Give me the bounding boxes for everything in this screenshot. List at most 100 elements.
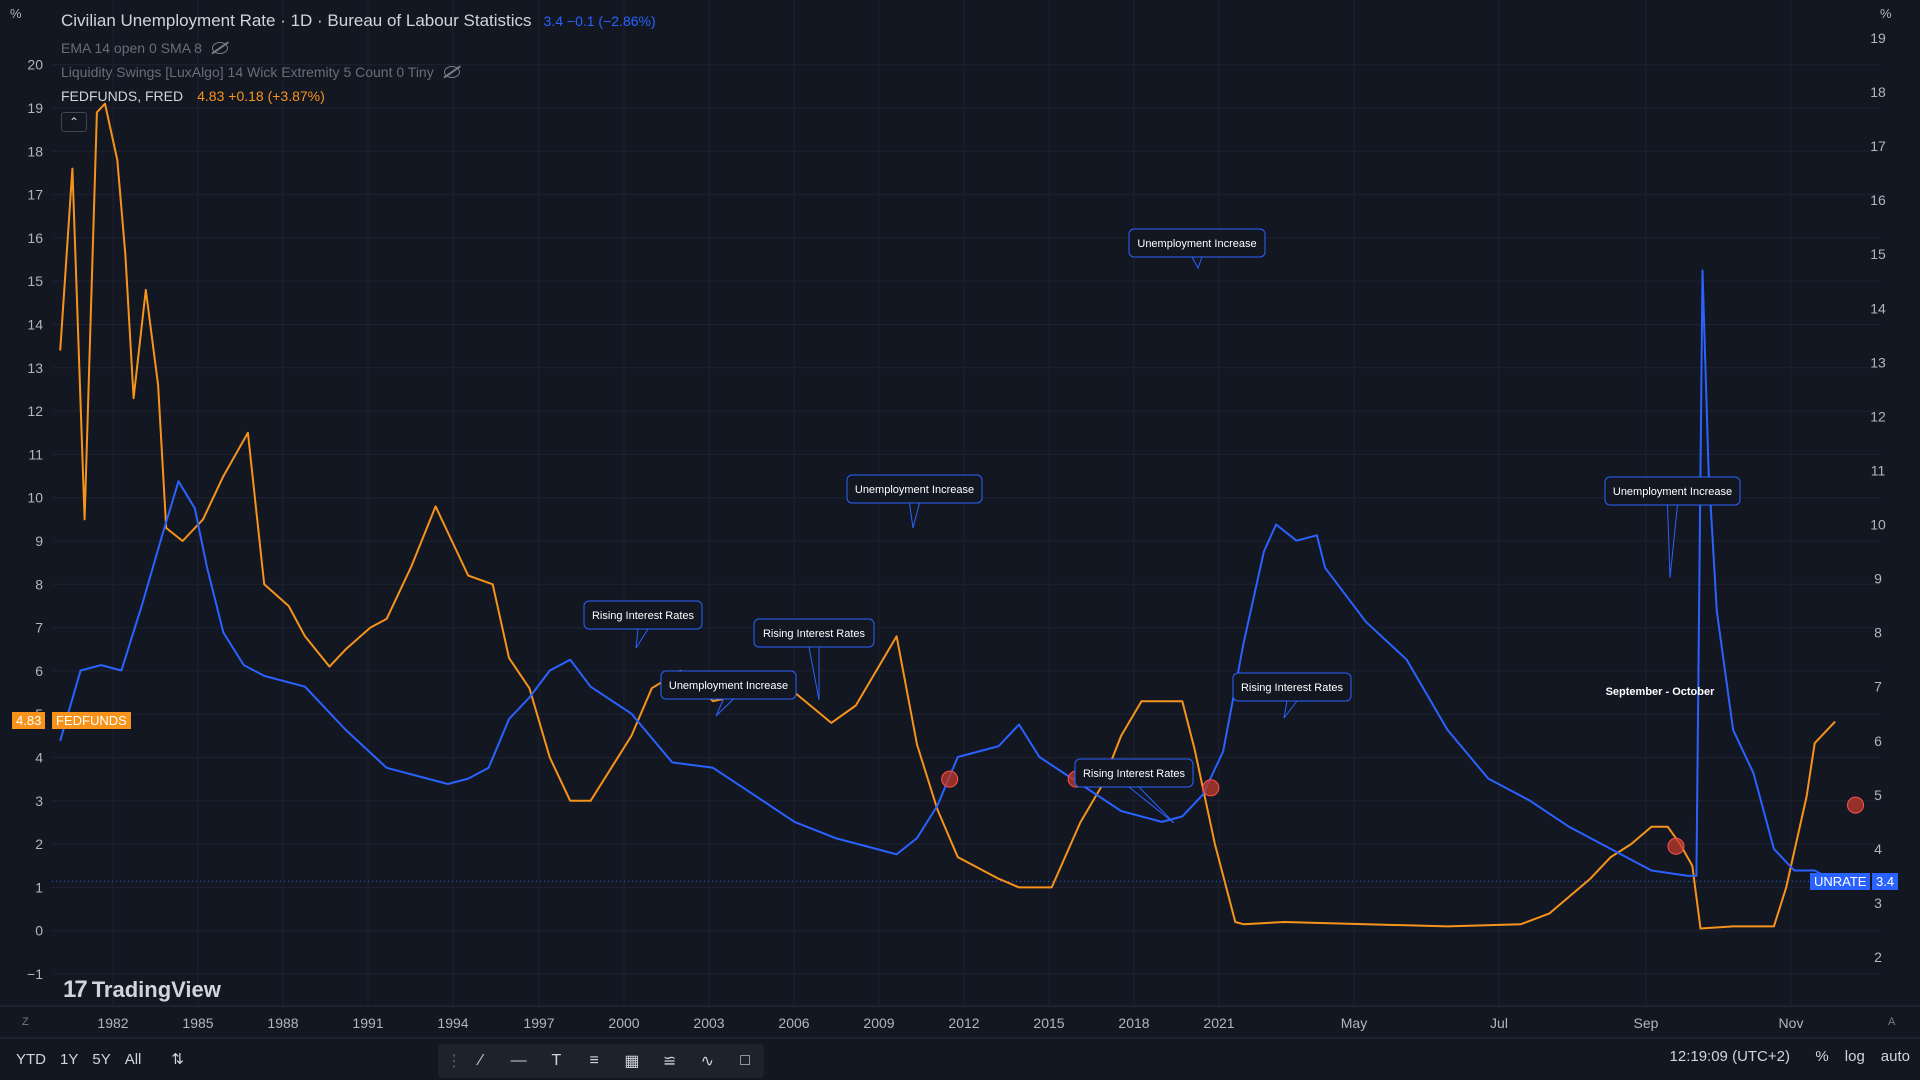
callout-pointer bbox=[1191, 256, 1203, 270]
right-tick-label: 11 bbox=[1871, 462, 1886, 478]
callout-label: Rising Interest Rates bbox=[763, 628, 866, 640]
left-tick-label: 11 bbox=[28, 446, 43, 462]
callout-box bbox=[753, 618, 875, 648]
fedfunds-label: FEDFUNDS, FRED bbox=[61, 88, 184, 104]
eye-hidden-icon[interactable] bbox=[443, 66, 460, 78]
range-1y-button[interactable]: 1Y bbox=[60, 1050, 79, 1068]
right-axis-unit: % bbox=[1880, 6, 1892, 21]
left-tick-label: 15 bbox=[27, 273, 43, 289]
callout-pointer bbox=[808, 646, 820, 701]
left-tick-label: 0 bbox=[35, 923, 43, 939]
fedfunds-name-tag: FEDFUNDS bbox=[52, 712, 131, 729]
unrate-name: UNRATE bbox=[1814, 874, 1867, 889]
auto-scale-button[interactable]: A bbox=[1888, 1016, 1896, 1028]
unrate-name-tag: UNRATE bbox=[1810, 873, 1871, 890]
callout-label: Rising Interest Rates bbox=[592, 610, 695, 622]
left-tick-label: 4 bbox=[35, 750, 43, 766]
time-axis[interactable]: 1982 1985 1988 1991 1994 1997 2000 2003 2006 2009… bbox=[97, 1015, 1803, 1031]
left-tick-label: 7 bbox=[35, 620, 43, 636]
time-tick-label: 2018 bbox=[1118, 1015, 1149, 1031]
chart-legend: Civilian Unemployment Rate · 1D · Bureau… bbox=[61, 6, 656, 132]
text-icon[interactable]: T bbox=[551, 1052, 562, 1069]
horizontal-ray-icon[interactable]: — bbox=[510, 1052, 527, 1069]
brand-name: TradingView bbox=[91, 977, 221, 1002]
callout-box bbox=[1232, 672, 1352, 702]
left-tick-label: 18 bbox=[27, 143, 43, 159]
time-tick-label: 2021 bbox=[1203, 1015, 1234, 1031]
compare-icon[interactable]: ⇅ bbox=[171, 1051, 184, 1068]
ema-legend[interactable]: EMA 14 open 0 SMA 8 bbox=[61, 36, 656, 60]
callouts: Rising Interest Rates Unemployment Increa… bbox=[583, 228, 1741, 824]
callout-box bbox=[846, 474, 983, 504]
right-tick-label: 3 bbox=[1874, 895, 1882, 911]
comment-icon[interactable]: □ bbox=[740, 1052, 750, 1069]
zoom-reset-left-button[interactable]: Z bbox=[22, 1016, 29, 1028]
left-axis[interactable]: 20191817161514131211109876543210−1 bbox=[27, 57, 43, 982]
log-scale-button[interactable]: log bbox=[1844, 1048, 1865, 1065]
callout-label: Unemployment Increase bbox=[669, 680, 788, 692]
eye-hidden-icon[interactable] bbox=[211, 42, 228, 54]
range-ytd-button[interactable]: YTD bbox=[16, 1050, 46, 1068]
time-tick-label: 2006 bbox=[778, 1015, 809, 1031]
signal-marker bbox=[1667, 837, 1685, 855]
tradingview-mark-icon: 17 bbox=[63, 976, 88, 1003]
left-tick-label: 10 bbox=[27, 490, 43, 506]
right-tick-label: 12 bbox=[1870, 408, 1886, 424]
time-tick-label: 1991 bbox=[352, 1015, 383, 1031]
fedfunds-line bbox=[59, 102, 1836, 930]
callout-pointer bbox=[635, 628, 649, 649]
callout-pointer bbox=[715, 698, 734, 717]
right-tick-label: 7 bbox=[1874, 679, 1882, 695]
fedfunds-name: FEDFUNDS bbox=[56, 713, 127, 728]
right-tick-label: 13 bbox=[1870, 354, 1886, 370]
fib-retracement-icon[interactable]: ≡ bbox=[589, 1052, 599, 1069]
tradingview-logo: 17 TradingView bbox=[63, 976, 221, 1004]
left-tick-label: 16 bbox=[27, 230, 43, 246]
right-axis[interactable]: 19 18 17 16 15 14 13 12 11 10 9 8 7 6 5 4 3 2 bbox=[1870, 30, 1886, 965]
range-all-button[interactable]: All bbox=[124, 1050, 142, 1068]
time-tick-label: 1982 bbox=[97, 1015, 128, 1031]
left-tick-label: 12 bbox=[27, 403, 43, 419]
trend-line-icon[interactable]: ∕ bbox=[479, 1052, 483, 1069]
range-5y-button[interactable]: 5Y bbox=[92, 1050, 111, 1068]
indicator-legend[interactable]: Liquidity Swings [LuxAlgo] 14 Wick Extre… bbox=[61, 60, 656, 84]
callout-label: Unemployment Increase bbox=[1137, 238, 1256, 250]
callout-label: Rising Interest Rates bbox=[1241, 682, 1344, 694]
fedfunds-legend[interactable]: FEDFUNDS, FRED 4.83 +0.18 (+3.87%) bbox=[61, 84, 656, 108]
left-tick-label: 1 bbox=[35, 879, 43, 895]
right-tick-label: 2 bbox=[1874, 949, 1882, 965]
left-tick-label: 6 bbox=[35, 663, 43, 679]
callout-box bbox=[1128, 228, 1266, 258]
parallel-channel-icon[interactable]: ≌ bbox=[662, 1053, 677, 1070]
left-tick-label: 9 bbox=[35, 533, 43, 549]
time-tick-label: 2003 bbox=[693, 1015, 724, 1031]
time-tick-label: 2015 bbox=[1033, 1015, 1064, 1031]
left-tick-label: 20 bbox=[27, 57, 43, 73]
left-tick-label: 19 bbox=[27, 100, 43, 116]
main-series-legend[interactable]: Civilian Unemployment Rate · 1D · Bureau… bbox=[61, 6, 656, 36]
clock[interactable]: 12:19:09 (UTC+2) bbox=[1669, 1048, 1790, 1065]
left-tick-label: 8 bbox=[35, 576, 43, 592]
series-lines bbox=[59, 102, 1836, 930]
fedfunds-price-tag: 4.83 bbox=[12, 712, 46, 729]
callout-pointer bbox=[1667, 504, 1678, 579]
callout-box bbox=[660, 670, 797, 700]
signal-marker bbox=[1202, 779, 1220, 797]
unrate-price-tag: 3.4 bbox=[1872, 873, 1899, 890]
collapse-legend-button[interactable]: ⌃ bbox=[61, 112, 87, 132]
left-tick-label: 14 bbox=[27, 317, 43, 333]
right-tick-label: 4 bbox=[1874, 841, 1882, 857]
percent-scale-button[interactable]: % bbox=[1815, 1048, 1829, 1065]
path-icon[interactable]: ∿ bbox=[700, 1053, 715, 1070]
left-tick-label: 2 bbox=[35, 836, 43, 852]
fedfunds-price: 4.83 bbox=[16, 713, 42, 728]
right-tick-label: 17 bbox=[1870, 138, 1886, 154]
auto-scale-toggle[interactable]: auto bbox=[1880, 1048, 1910, 1065]
drag-handle-icon[interactable]: ⋮ bbox=[446, 1053, 462, 1070]
grid-icon[interactable]: ▦ bbox=[624, 1053, 640, 1070]
time-tick-label: 2000 bbox=[608, 1015, 639, 1031]
grid-lines bbox=[0, 0, 1920, 1039]
callout-box bbox=[1604, 476, 1741, 506]
callout-box bbox=[583, 600, 703, 630]
